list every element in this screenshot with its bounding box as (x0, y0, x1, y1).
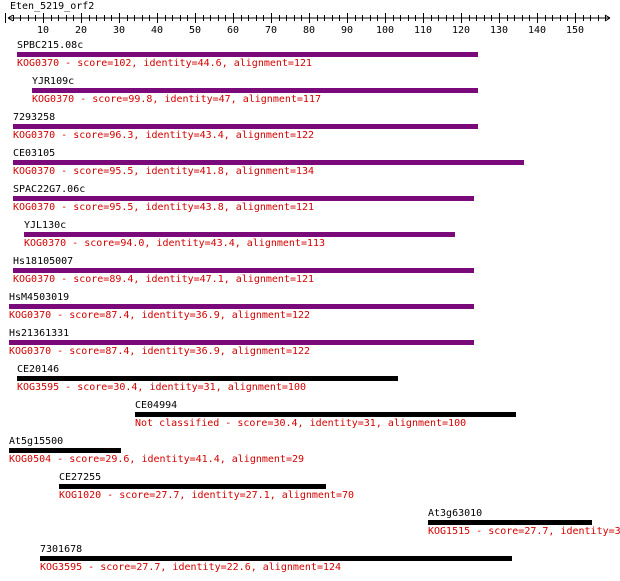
hit-name[interactable]: At5g15500 (9, 436, 64, 447)
hit-annotation[interactable]: KOG0370 - score=96.3, identity=43.4, ali… (13, 130, 315, 141)
alignment-bar[interactable] (13, 268, 474, 273)
hit-name[interactable]: CE20146 (17, 364, 60, 375)
alignment-bar[interactable] (13, 196, 474, 201)
hit-annotation[interactable]: KOG0370 - score=87.4, identity=36.9, ali… (9, 346, 311, 357)
alignment-bar[interactable] (13, 160, 524, 165)
hit-annotation[interactable]: KOG0370 - score=95.5, identity=41.8, ali… (13, 166, 315, 177)
ruler-tick-label: 100 (376, 25, 394, 36)
alignment-bar[interactable] (32, 88, 478, 93)
ruler-tick-label: 50 (189, 25, 201, 36)
hit-name[interactable]: YJR109c (32, 76, 75, 87)
alignment-bar[interactable] (9, 448, 121, 453)
ruler-tick-label: 10 (37, 25, 49, 36)
query-title: Eten_5219_orf2 (10, 1, 95, 12)
ruler-tick-label: 110 (414, 25, 432, 36)
hit-annotation[interactable]: KOG3595 - score=30.4, identity=31, align… (17, 382, 306, 393)
ruler-tick-label: 70 (265, 25, 277, 36)
alignment-bar[interactable] (17, 52, 478, 57)
ruler-tick-label: 150 (566, 25, 584, 36)
hit-name[interactable]: HsM4503019 (9, 292, 70, 303)
position-ruler: 10 20 30 40 50 60 70 80 90 100 110 120 130 140 150 (5, 13, 611, 36)
hit-name[interactable]: CE03105 (13, 148, 56, 159)
hit-name[interactable]: CE04994 (135, 400, 178, 411)
hit-name[interactable]: SPAC22G7.06c (13, 184, 86, 195)
ruler-tick-label: 80 (303, 25, 315, 36)
ruler-tick-label: 140 (528, 25, 546, 36)
hit-annotation[interactable]: KOG0370 - score=99.8, identity=47, align… (32, 94, 321, 105)
hit-name[interactable]: 7301678 (40, 544, 83, 555)
hit-name[interactable]: 7293258 (13, 112, 56, 123)
alignment-bar[interactable] (9, 304, 474, 309)
ruler-tick-label: 60 (227, 25, 239, 36)
hit-name[interactable]: CE27255 (59, 472, 102, 483)
hit-annotation[interactable]: KOG3595 - score=27.7, identity=22.6, ali… (40, 562, 342, 573)
alignment-bar[interactable] (40, 556, 512, 561)
hit-annotation[interactable]: KOG0370 - score=95.5, identity=43.8, ali… (13, 202, 315, 213)
hit-annotation[interactable]: KOG0370 - score=102, identity=44.6, alig… (17, 58, 313, 69)
ruler-tick-label: 90 (341, 25, 353, 36)
ruler-tick-label: 30 (113, 25, 125, 36)
ruler-tick-label: 40 (151, 25, 163, 36)
alignment-bar[interactable] (13, 124, 478, 129)
hit-name[interactable]: SPBC215.08c (17, 40, 84, 51)
hit-name[interactable]: At3g63010 (428, 508, 483, 519)
hit-name[interactable]: Hs18105007 (13, 256, 74, 267)
hit-annotation[interactable]: KOG0370 - score=94.0, identity=43.4, ali… (24, 238, 326, 249)
alignment-bar[interactable] (428, 520, 592, 525)
alignment-bar[interactable] (135, 412, 516, 417)
hit-annotation[interactable]: KOG1020 - score=27.7, identity=27.1, ali… (59, 490, 355, 501)
hit-name[interactable]: Hs21361331 (9, 328, 70, 339)
hit-annotation[interactable]: KOG0504 - score=29.6, identity=41.4, ali… (9, 454, 305, 465)
ruler-left-arrow (7, 14, 14, 22)
ruler-tick-label: 130 (490, 25, 508, 36)
ruler-tick-label: 120 (452, 25, 470, 36)
alignment-bar[interactable] (24, 232, 455, 237)
hit-annotation[interactable]: KOG1515 - score=27.7, identity=3 (428, 526, 620, 537)
hit-annotation[interactable]: KOG0370 - score=89.4, identity=47.1, ali… (13, 274, 315, 285)
alignment-bar[interactable] (59, 484, 326, 489)
alignment-bar[interactable] (17, 376, 398, 381)
hit-name[interactable]: YJL130c (24, 220, 67, 231)
alignment-bar[interactable] (9, 340, 474, 345)
hit-annotation[interactable]: KOG0370 - score=87.4, identity=36.9, ali… (9, 310, 311, 321)
hit-annotation[interactable]: Not classified - score=30.4, identity=31… (135, 418, 467, 429)
ruler-tick-label: 20 (75, 25, 87, 36)
